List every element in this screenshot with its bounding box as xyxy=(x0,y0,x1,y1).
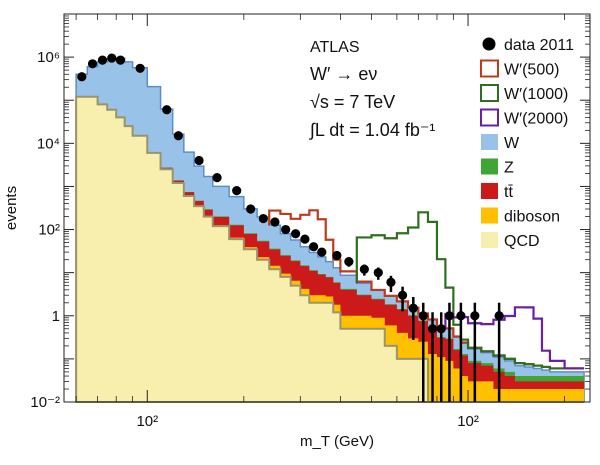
data-point xyxy=(291,229,301,239)
legend-entry-tt: tt̄ xyxy=(481,183,513,201)
y-tick-label: 10² xyxy=(38,222,60,239)
data-point xyxy=(281,224,291,235)
data-point xyxy=(386,277,396,287)
annotation-line: ∫L dt = 1.04 fb⁻¹ xyxy=(308,120,435,140)
legend-swatch xyxy=(480,84,499,102)
data-point xyxy=(258,213,268,224)
legend-label: data 2011 xyxy=(504,37,574,54)
legend-label: diboson xyxy=(504,209,560,226)
data-point xyxy=(309,242,319,252)
legend-entry-diboson: diboson xyxy=(481,207,560,226)
legend-swatch xyxy=(480,108,499,127)
legend-entry-data-2011: data 2011 xyxy=(482,37,574,54)
data-point xyxy=(135,63,145,73)
annotation: ATLAS W′ → eν √s = 7 TeV ∫L dt = 1.04 fb⁻¹ xyxy=(308,39,435,140)
legend-marker xyxy=(482,37,496,51)
data-point xyxy=(456,311,466,321)
legend-entry-w: W xyxy=(481,134,520,152)
data-point xyxy=(359,264,369,274)
annotation-line: W′ → eν xyxy=(310,64,377,84)
legend-swatch xyxy=(480,59,499,78)
legend-entry-w-1000: W′(1000) xyxy=(480,84,568,103)
data-point xyxy=(194,155,204,166)
data-point xyxy=(300,234,310,244)
data-point xyxy=(373,268,383,278)
legend-label: Z xyxy=(504,160,514,177)
data-point xyxy=(418,311,428,321)
data-point xyxy=(246,204,256,214)
legend-swatch xyxy=(481,158,498,175)
legend-swatch xyxy=(481,183,498,199)
data-point xyxy=(173,131,183,141)
legend-entry-w-2000: W′(2000) xyxy=(480,108,568,128)
legend-label: W′(2000) xyxy=(504,111,568,128)
annotation-line: ATLAS xyxy=(310,39,360,56)
legend-swatch xyxy=(481,134,498,150)
legend-entry-w-500: W′(500) xyxy=(480,59,559,79)
data-point xyxy=(397,290,408,300)
legend-label: QCD xyxy=(504,233,540,250)
data-points xyxy=(77,53,504,402)
legend-swatch xyxy=(481,207,498,224)
y-tick-label: 1 xyxy=(52,308,60,325)
annotation-line: √s = 7 TeV xyxy=(310,92,395,112)
data-point xyxy=(97,55,108,65)
data-point xyxy=(317,247,327,257)
y-tick-label: 10⁴ xyxy=(37,135,60,152)
y-tick-label: 10⁻² xyxy=(30,394,60,411)
data-point xyxy=(408,303,418,313)
legend-label: tt̄ xyxy=(504,184,513,201)
data-point xyxy=(494,311,504,321)
legend-entry-qcd: QCD xyxy=(481,232,540,250)
data-point xyxy=(444,311,455,321)
data-point xyxy=(470,311,480,321)
data-point xyxy=(270,217,280,227)
data-point xyxy=(212,173,222,183)
data-point xyxy=(107,53,117,63)
data-point xyxy=(115,55,126,65)
legend-label: W′(1000) xyxy=(504,86,568,103)
x-tick-label: 10² xyxy=(136,413,158,430)
x-axis-label: m_T (GeV) xyxy=(300,433,374,450)
data-point xyxy=(344,257,354,267)
y-tick-label: 10⁶ xyxy=(37,49,60,66)
data-point xyxy=(332,250,342,261)
data-point xyxy=(232,186,242,196)
plot-frame xyxy=(63,13,591,403)
axis-ticks: 10⁻² 1 10² 10⁴ 10⁶ 10² 10² xyxy=(30,13,590,430)
x-tick-label: 10² xyxy=(457,413,479,430)
legend-entry-z: Z xyxy=(481,158,514,177)
data-point xyxy=(436,324,446,334)
data-point xyxy=(162,105,172,115)
legend-label: W xyxy=(504,135,520,152)
y-axis-label: events xyxy=(3,186,20,230)
data-point xyxy=(427,324,438,334)
data-point xyxy=(77,72,87,82)
legend-swatch xyxy=(481,232,498,248)
data-point xyxy=(87,59,98,69)
legend-label: W′(500) xyxy=(504,62,559,79)
